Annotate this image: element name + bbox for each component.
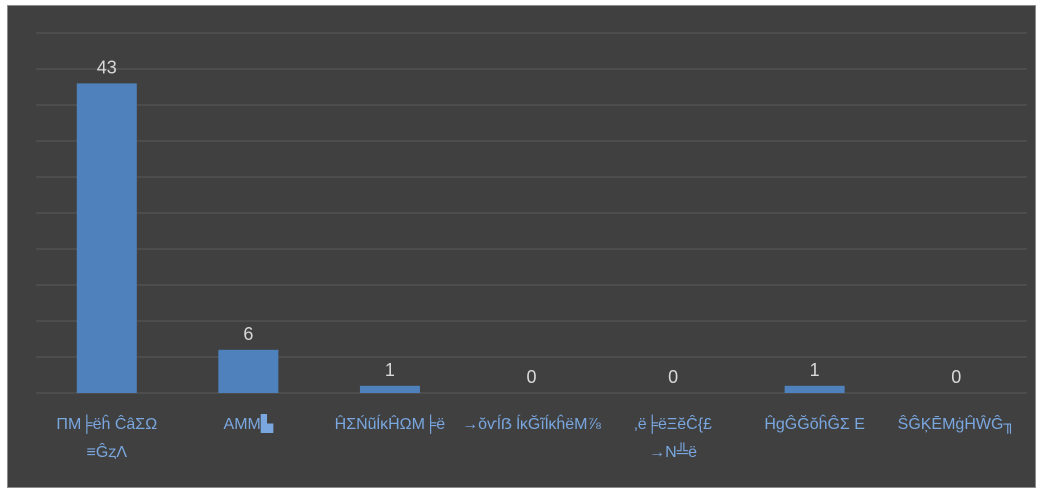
value-label: 0	[668, 367, 678, 387]
chart-area: 43 6 1 0 0 1 0 ΠΜ╞ëĥ ĈâΣΩ ≡ĜȥΛ ΑΜΜ▙ ĤΣŃũĺĸĤΩΜ╞ë →ŏ…	[7, 5, 1036, 488]
value-label: 6	[243, 324, 253, 344]
bar	[218, 349, 279, 393]
category-label: ΑΜΜ▙	[224, 414, 274, 433]
category-label: ĤΣŃũĺĸĤΩΜ╞ë	[335, 414, 446, 434]
category-label: ≡ĜȥΛ	[87, 442, 128, 461]
value-label: 0	[951, 367, 961, 387]
value-label: 1	[385, 360, 395, 380]
category-label: ĤgĜĞŏĥĜΣ Ε	[764, 414, 865, 433]
value-label: 43	[97, 57, 117, 77]
category-label: ŜĜĶĒΜġĤŴĜ╖	[898, 414, 1015, 435]
bar	[76, 83, 137, 394]
category-label: ΠΜ╞ëĥ ĈâΣΩ	[56, 414, 157, 434]
value-label: 0	[526, 367, 536, 387]
bars	[76, 83, 845, 394]
bar-chart: 43 6 1 0 0 1 0 ΠΜ╞ëĥ ĈâΣΩ ≡ĜȥΛ ΑΜΜ▙ ĤΣŃũĺĸĤΩΜ╞ë →ŏ…	[36, 32, 1027, 461]
bar	[784, 385, 845, 393]
category-label: →ŏѵĺẞ ĺĸĞĩĺĸĥëΜ⅞	[462, 414, 601, 433]
gridlines	[36, 32, 1027, 394]
category-label: ‚ë╞ëΞĕĈ{£	[634, 414, 712, 434]
value-label: 1	[810, 360, 820, 380]
bar	[359, 385, 420, 393]
category-labels: ΠΜ╞ëĥ ĈâΣΩ ≡ĜȥΛ ΑΜΜ▙ ĤΣŃũĺĸĤΩΜ╞ë →ŏѵĺẞ ĺĸĞĩĺ…	[56, 414, 1014, 461]
value-labels: 43 6 1 0 0 1 0	[97, 57, 961, 387]
category-label: →Ν╩ë	[649, 442, 697, 461]
